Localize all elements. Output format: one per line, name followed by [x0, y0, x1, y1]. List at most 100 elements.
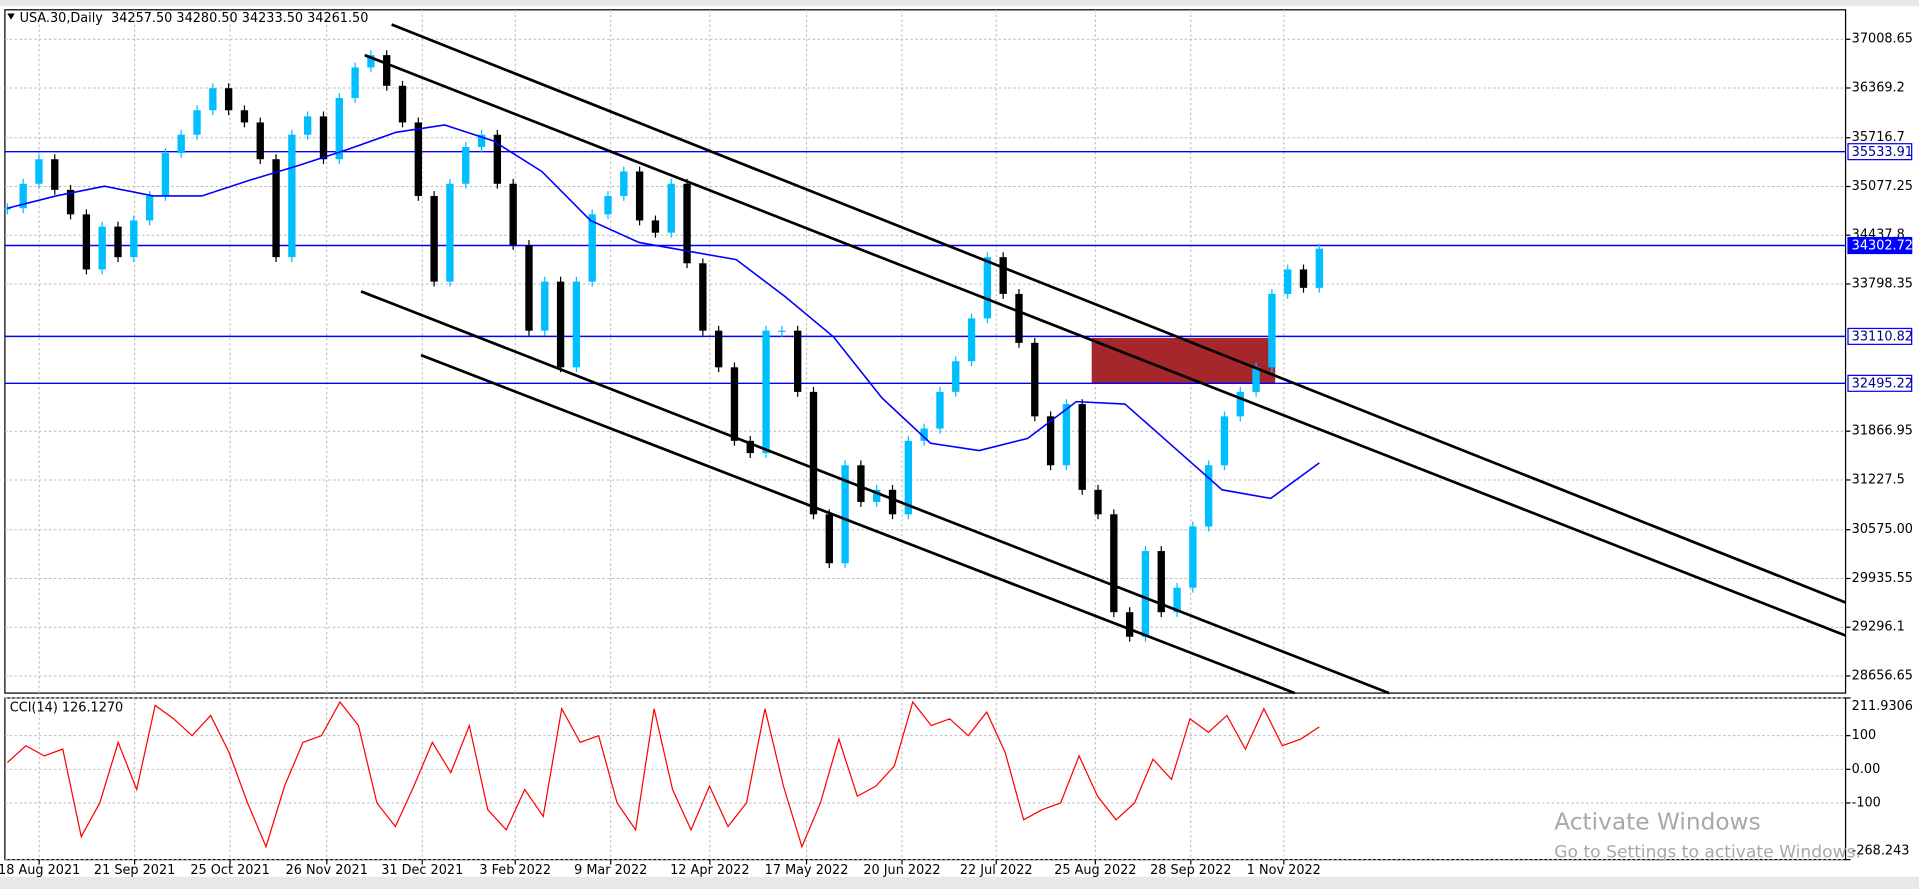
y-tick-label: 35077.25 [1852, 179, 1913, 194]
candle-body [651, 220, 660, 233]
watermark-subtitle: Go to Settings to activate Windows. [1554, 842, 1861, 862]
top-strip [0, 0, 1919, 7]
y-tick-label: 0.00 [1852, 762, 1881, 777]
candle-body [19, 183, 27, 209]
candle-body [1157, 551, 1165, 613]
x-tick-label: 12 Apr 2022 [670, 863, 749, 878]
candle-body [809, 391, 818, 515]
candle-body [398, 85, 407, 123]
trendline [360, 290, 1390, 695]
candle-body [983, 257, 992, 319]
x-tick-label: 20 Jun 2022 [863, 863, 940, 878]
trendlines [360, 23, 1847, 695]
candle-body [240, 110, 249, 123]
x-tick-label: 18 Aug 2021 [0, 863, 80, 878]
candle-body [620, 171, 628, 196]
candle-body [130, 220, 138, 258]
candle-body [1189, 526, 1197, 588]
candle-body [446, 183, 454, 282]
x-tick-label: 31 Dec 2021 [381, 863, 463, 878]
level-label-box [1847, 143, 1913, 161]
level-label: 35533.91 [1852, 145, 1913, 160]
candle-body [1110, 514, 1118, 613]
y-tick-label: 211.9306 [1852, 699, 1913, 714]
x-tick-label: 25 Oct 2021 [190, 863, 269, 878]
cci-line [6, 700, 1320, 849]
candle-body [952, 361, 960, 392]
candle-body [541, 281, 549, 331]
candle-body [1062, 404, 1071, 466]
candle-body [873, 489, 881, 503]
x-tick-label: 17 May 2022 [765, 863, 849, 878]
y-tick-label: 100 [1852, 728, 1877, 743]
labels-layer: 18 Aug 2021 21 Sep 2021 25 Oct 2021 26 Nov … [0, 32, 1913, 878]
level-label: 33110.82 [1852, 330, 1913, 345]
y-tick-label: 29296.1 [1852, 620, 1905, 635]
candle-body [509, 183, 517, 245]
candle-body [1173, 587, 1181, 613]
level-label: 32495.22 [1852, 376, 1913, 391]
candle-body [1315, 248, 1323, 288]
x-tick-label: 28 Sep 2022 [1150, 863, 1231, 878]
trendline [420, 353, 1296, 695]
candle-body [209, 88, 217, 111]
candle-body [683, 183, 691, 264]
y-tick-label: 33798.35 [1852, 276, 1913, 291]
y-tick-label: 35716.7 [1852, 130, 1905, 145]
candle-body [999, 257, 1007, 294]
candle-body [367, 55, 375, 68]
candle-body [319, 116, 328, 160]
candle-body [304, 116, 312, 135]
candle-body [762, 330, 770, 454]
x-tick-label: 3 Feb 2022 [479, 863, 551, 878]
menu-arrow [7, 13, 15, 20]
candle-body [1268, 293, 1276, 368]
x-tick-label: 25 Aug 2022 [1054, 863, 1136, 878]
y-tick-label: 31866.95 [1852, 424, 1913, 439]
level-label-box [1847, 374, 1913, 392]
y-tick-label: -100 [1852, 795, 1881, 810]
candle-body [556, 281, 565, 368]
candle-body [699, 263, 707, 331]
marks-layer [3, 50, 1846, 849]
candle-body [635, 171, 644, 221]
level-label-box [1847, 236, 1913, 255]
candle-body [904, 440, 913, 515]
candle-body [1220, 416, 1229, 466]
candle-body [1031, 342, 1039, 417]
candle-body [1252, 367, 1260, 392]
candle-body [857, 465, 865, 503]
candle-body [1236, 391, 1244, 417]
candle-body [825, 514, 833, 564]
candle-body [66, 189, 75, 215]
candle-body [145, 195, 154, 221]
candle-body [414, 122, 422, 196]
candle-body [794, 330, 802, 392]
candle-body [98, 226, 106, 270]
candle-body [224, 88, 233, 111]
level-label: 34302.72 [1852, 239, 1913, 254]
candle-body [1046, 416, 1055, 466]
candle-body [383, 55, 391, 86]
symbol-header: USA.30,Daily 34257.50 34280.50 34233.50 … [20, 11, 369, 26]
candle-body [430, 195, 438, 282]
candle-body [477, 134, 486, 148]
candle-body [888, 489, 897, 515]
candle-body [746, 440, 754, 454]
candle-body [177, 134, 185, 154]
trendline [364, 53, 1847, 637]
candle-body [335, 97, 343, 160]
candle-body [936, 391, 944, 429]
candle-body [288, 134, 296, 258]
x-tick-label: 26 Nov 2021 [286, 863, 368, 878]
candle-body [1015, 293, 1023, 343]
candle-body [967, 318, 976, 362]
candle-body [1094, 489, 1102, 515]
candle-body [1204, 465, 1213, 527]
x-tick-label: 9 Mar 2022 [574, 863, 647, 878]
level-label-box [1847, 327, 1913, 345]
candle-body [667, 183, 675, 233]
